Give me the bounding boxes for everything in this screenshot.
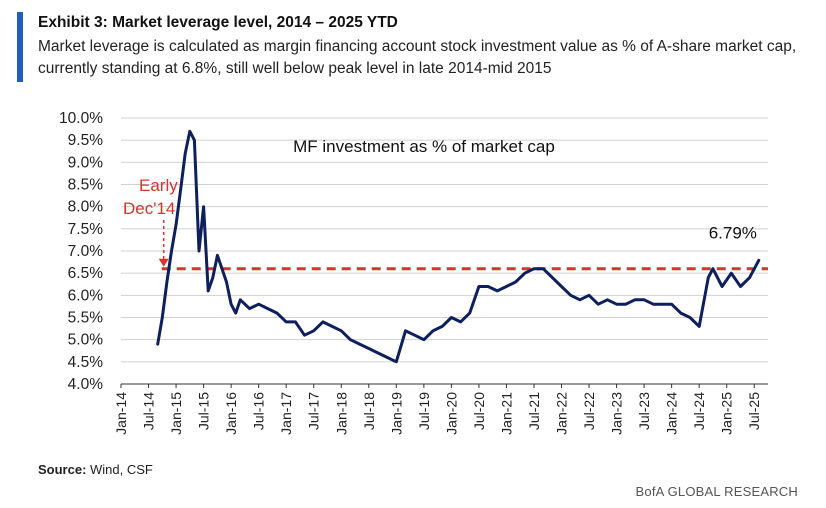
x-tick-label: Jul-19 [416, 392, 432, 430]
chart-subtitle: Market leverage is calculated as margin … [38, 38, 797, 77]
y-tick-label: 9.0% [68, 154, 104, 171]
source-label: Source: [38, 462, 87, 477]
series-line [156, 129, 761, 364]
x-tick-label: Jan-23 [609, 392, 625, 435]
y-tick-label: 8.5% [68, 177, 104, 194]
y-tick-label: 6.5% [68, 265, 104, 282]
x-tick-label: Jul-25 [746, 392, 762, 430]
chart-title: Exhibit 3: Market leverage level, 2014 –… [38, 14, 398, 31]
y-tick-label: 8.0% [68, 199, 104, 216]
y-tick-label: 4.5% [68, 354, 104, 371]
y-tick-label: 7.5% [68, 221, 104, 238]
y-tick-label: 9.5% [68, 132, 104, 149]
y-tick-label: 10.0% [59, 110, 103, 127]
x-tick-label: Jul-22 [581, 392, 597, 430]
x-tick-label: Jul-20 [471, 392, 487, 430]
x-tick-label: Jan-19 [388, 392, 404, 435]
y-tick-label: 7.0% [68, 243, 104, 260]
x-tick-label: Jan-17 [278, 392, 294, 435]
chart-marks: Early Dec'14 6.79% [123, 129, 768, 364]
x-tick-label: Jan-16 [223, 392, 239, 435]
end-value-label: 6.79% [709, 223, 757, 242]
x-tick-label: Jan-20 [443, 392, 459, 435]
y-tick-label: 5.0% [68, 332, 104, 349]
footer-brand: BofA GLOBAL RESEARCH [635, 484, 798, 499]
x-tick-label: Jan-14 [113, 392, 129, 435]
x-tick-label: Jul-16 [251, 392, 267, 430]
x-tick-label: Jul-14 [141, 392, 157, 430]
source-text: Wind, CSF [86, 462, 153, 477]
x-tick-label: Jan-24 [664, 392, 680, 435]
x-tick-label: Jul-24 [691, 392, 707, 430]
x-tick-label: Jul-17 [306, 392, 322, 430]
y-tick-label: 6.0% [68, 287, 104, 304]
y-tick-label: 5.5% [68, 310, 104, 327]
source-note: Source: Wind, CSF [38, 462, 153, 477]
title-accent-bar [17, 12, 23, 82]
x-tick-label: Jul-23 [636, 392, 652, 430]
reference-label-line2: Dec'14 [123, 199, 175, 218]
x-tick-label: Jul-21 [526, 392, 542, 430]
x-tick-label: Jan-18 [333, 392, 349, 435]
x-tick-label: Jan-22 [554, 392, 570, 435]
series-title: MF investment as % of market cap [293, 137, 555, 156]
y-axis: 4.0% 4.5% 5.0% 5.5% 6.0% 6.5% 7.0% 7.5% 8.0% 8.5%… [59, 110, 103, 393]
grid-lines [121, 117, 768, 385]
x-axis: Jan-14 Jul-14 Jan-15 Jul-15 Jan-16 Jul-16 Jan-… [113, 383, 768, 435]
reference-label-line1: Early [139, 176, 178, 195]
y-tick-label: 4.0% [68, 376, 104, 393]
x-tick-label: Jan-15 [168, 392, 184, 435]
reference-arrow-head [158, 258, 169, 267]
x-tick-label: Jan-21 [498, 392, 514, 435]
x-tick-label: Jul-18 [361, 392, 377, 430]
x-tick-label: Jul-15 [196, 392, 212, 430]
x-tick-label: Jan-25 [719, 392, 735, 435]
